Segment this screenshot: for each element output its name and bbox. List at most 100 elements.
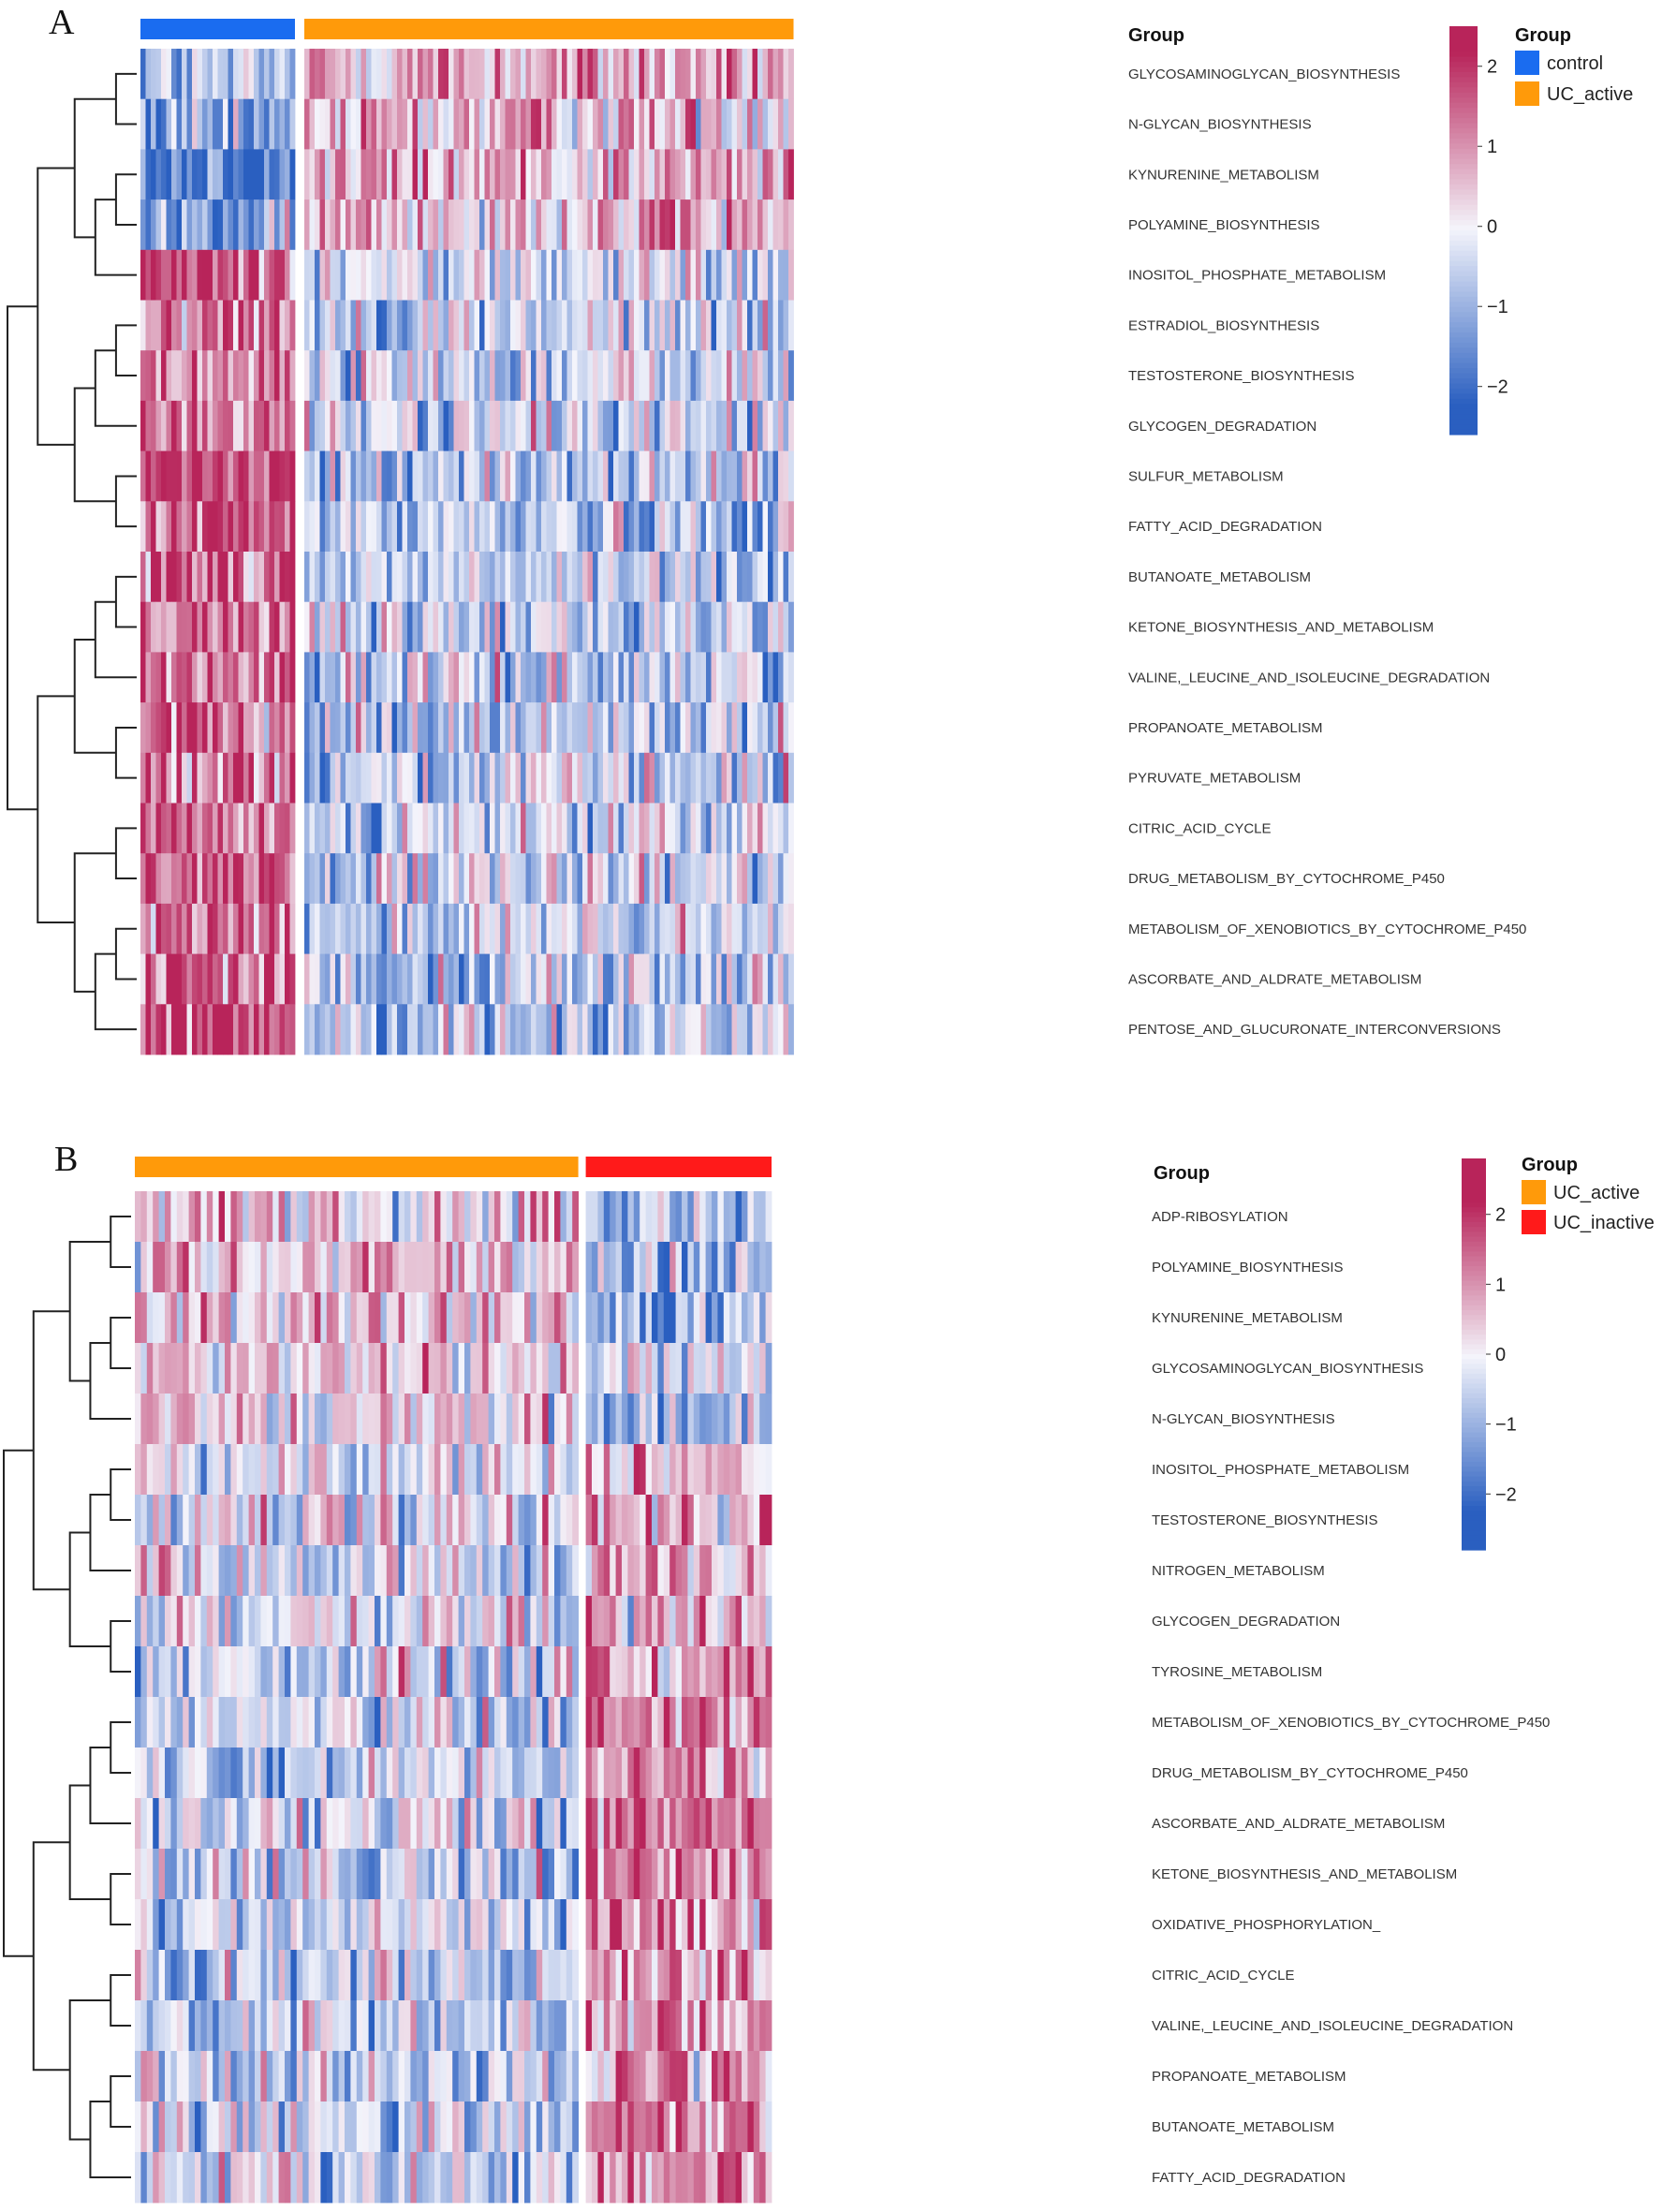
heatmap-cell bbox=[721, 300, 728, 351]
heatmap-cell bbox=[645, 1444, 653, 1496]
heatmap-cell bbox=[315, 1004, 320, 1055]
heatmap-cell bbox=[505, 803, 511, 854]
heatmap-cell bbox=[696, 149, 701, 200]
heatmap-cell bbox=[706, 149, 712, 200]
heatmap-cell bbox=[350, 350, 357, 402]
heatmap-cell bbox=[603, 1697, 610, 1748]
heatmap-cell bbox=[325, 199, 331, 251]
heatmap-cell bbox=[731, 601, 738, 653]
heatmap-cell bbox=[433, 953, 439, 1005]
colorbar-step bbox=[1462, 1227, 1486, 1232]
colorbar-step bbox=[1449, 230, 1478, 237]
heatmap-cell bbox=[778, 49, 784, 100]
heatmap-cell bbox=[326, 1899, 333, 1951]
heatmap-cell bbox=[402, 1004, 408, 1055]
heatmap-cell bbox=[140, 1191, 148, 1243]
heatmap-cell bbox=[243, 903, 249, 954]
heatmap-cell bbox=[279, 199, 286, 251]
heatmap-cell bbox=[192, 300, 198, 351]
heatmap-cell bbox=[404, 1950, 411, 2001]
heatmap-cell bbox=[536, 1747, 543, 1799]
heatmap-cell bbox=[319, 853, 326, 905]
heatmap-cell bbox=[135, 1646, 141, 1698]
heatmap-cell bbox=[269, 601, 275, 653]
heatmap-cell bbox=[525, 450, 532, 502]
heatmap-cell bbox=[685, 1004, 691, 1055]
heatmap-cell bbox=[248, 1394, 256, 1445]
row-label: SULFUR_METABOLISM bbox=[1128, 469, 1284, 485]
heatmap-cell bbox=[458, 1899, 465, 1951]
heatmap-cell bbox=[615, 1899, 623, 1951]
heatmap-cell bbox=[512, 1798, 519, 1850]
heatmap-cell bbox=[233, 752, 239, 804]
heatmap-cell bbox=[278, 1394, 286, 1445]
heatmap-cell bbox=[556, 803, 563, 854]
colorbar-step bbox=[1449, 250, 1478, 257]
heatmap-cell bbox=[366, 300, 372, 351]
heatmap-cell bbox=[657, 1191, 665, 1243]
colorbar-step bbox=[1449, 302, 1478, 308]
heatmap-cell bbox=[729, 2000, 736, 2052]
heatmap-cell bbox=[665, 300, 670, 351]
heatmap-cell bbox=[186, 400, 193, 451]
heatmap-cell bbox=[452, 1899, 459, 1951]
heatmap-cell bbox=[346, 501, 351, 553]
heatmap-cell bbox=[665, 853, 670, 905]
heatmap-cell bbox=[476, 1545, 483, 1597]
heatmap-cell bbox=[464, 1292, 471, 1344]
heatmap-cell bbox=[788, 149, 794, 200]
heatmap-cell bbox=[582, 300, 588, 351]
heatmap-cell bbox=[213, 853, 218, 905]
heatmap-cell bbox=[542, 1444, 549, 1496]
heatmap-cell bbox=[530, 1596, 537, 1647]
heatmap-cell bbox=[166, 702, 172, 754]
heatmap-cell bbox=[345, 1444, 351, 1496]
heatmap-cell bbox=[603, 2000, 610, 2052]
heatmap-cell bbox=[350, 199, 357, 251]
heatmap-cell bbox=[747, 552, 753, 603]
heatmap-cell bbox=[362, 1444, 369, 1496]
heatmap-cell bbox=[197, 652, 203, 703]
heatmap-cell bbox=[572, 953, 578, 1005]
heatmap-cell bbox=[562, 249, 567, 301]
heatmap-cell bbox=[610, 1394, 616, 1445]
row-label: METABOLISM_OF_XENOBIOTICS_BY_CYTOCHROME_… bbox=[1128, 922, 1526, 937]
heatmap-cell bbox=[302, 1646, 309, 1698]
colorbar-step bbox=[1462, 1295, 1486, 1302]
heatmap-cell bbox=[488, 1596, 495, 1647]
heatmap-cell bbox=[332, 1444, 339, 1496]
heatmap-cell bbox=[356, 1343, 363, 1394]
heatmap-cell bbox=[391, 752, 398, 804]
heatmap-cell bbox=[366, 49, 372, 100]
colorbar-step bbox=[1462, 1261, 1486, 1267]
heatmap-cell bbox=[404, 1596, 411, 1647]
heatmap-cell bbox=[587, 953, 594, 1005]
heatmap-cell bbox=[418, 49, 423, 100]
heatmap-cell bbox=[402, 853, 408, 905]
heatmap-cell bbox=[675, 98, 681, 150]
heatmap-cell bbox=[225, 1950, 231, 2001]
heatmap-cell bbox=[304, 149, 310, 200]
heatmap-cell bbox=[560, 1292, 567, 1344]
heatmap-cell bbox=[757, 300, 763, 351]
heatmap-cell bbox=[278, 1343, 286, 1394]
heatmap-cell bbox=[458, 1596, 465, 1647]
heatmap-cell bbox=[285, 1343, 291, 1394]
heatmap-cell bbox=[285, 199, 290, 251]
heatmap-cell bbox=[279, 752, 286, 804]
heatmap-cell bbox=[278, 1292, 286, 1344]
heatmap-cell bbox=[566, 98, 573, 150]
heatmap-cell bbox=[536, 1899, 543, 1951]
row-label: DRUG_METABOLISM_BY_CYTOCHROME_P450 bbox=[1128, 871, 1445, 887]
heatmap-cell bbox=[158, 1798, 166, 1850]
heatmap-cell bbox=[536, 249, 542, 301]
heatmap-cell bbox=[628, 853, 635, 905]
heatmap-cell bbox=[490, 903, 495, 954]
heatmap-cell bbox=[356, 1646, 363, 1698]
heatmap-cell bbox=[340, 752, 346, 804]
heatmap-cell bbox=[274, 450, 280, 502]
heatmap-cell bbox=[213, 249, 218, 301]
heatmap-cell bbox=[225, 1849, 231, 1900]
heatmap-cell bbox=[392, 2000, 399, 2052]
heatmap-cell bbox=[213, 702, 218, 754]
